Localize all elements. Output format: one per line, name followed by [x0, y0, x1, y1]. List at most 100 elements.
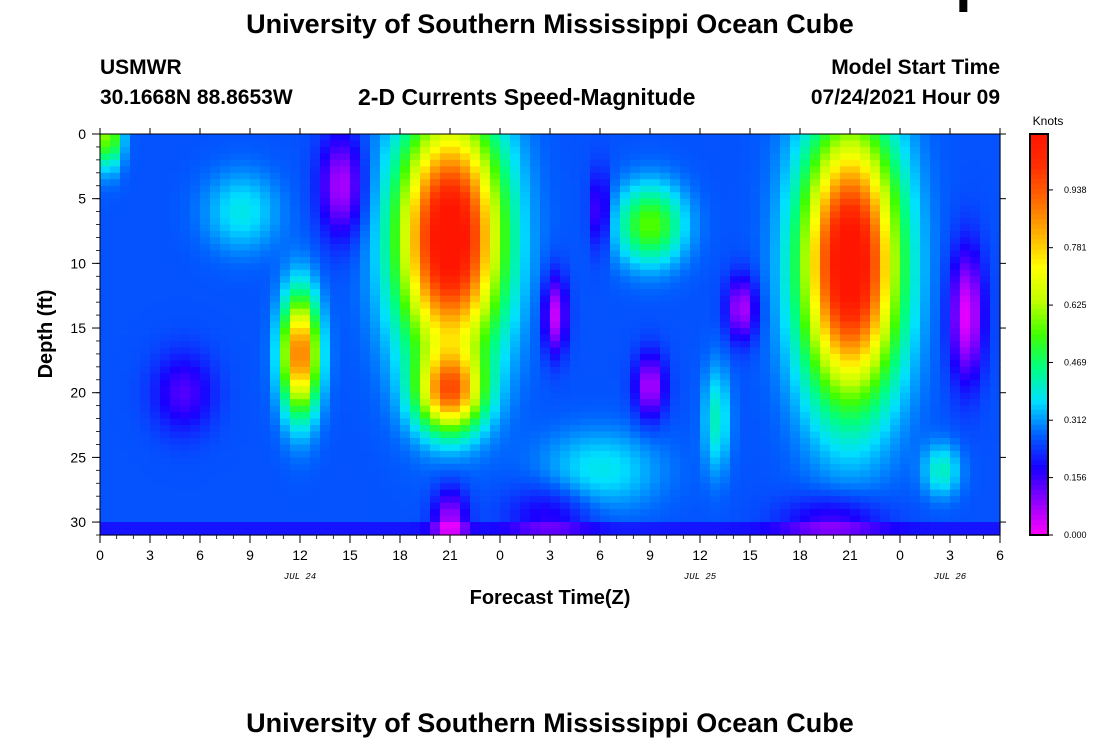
heatmap-cell	[960, 289, 971, 297]
heatmap-cell	[270, 295, 281, 303]
heatmap-cell	[610, 224, 621, 232]
heatmap-cell	[880, 282, 891, 290]
heatmap-cell	[150, 282, 161, 290]
heatmap-cell	[600, 192, 611, 200]
heatmap-cell	[780, 328, 791, 336]
heatmap-cell	[110, 282, 121, 290]
heatmap-cell	[480, 172, 491, 180]
heatmap-cell	[390, 205, 401, 213]
heatmap-cell	[820, 321, 831, 329]
heatmap-cell	[810, 205, 821, 213]
heatmap-cell	[800, 405, 811, 413]
heatmap-cell	[780, 334, 791, 342]
heatmap-cell	[380, 282, 391, 290]
heatmap-cell	[800, 256, 811, 264]
heatmap-cell	[100, 328, 111, 336]
heatmap-cell	[990, 134, 1001, 142]
heatmap-cell	[510, 224, 521, 232]
heatmap-cell	[550, 134, 561, 142]
heatmap-cell	[460, 146, 471, 155]
heatmap-cell	[570, 418, 581, 426]
heatmap-cell	[850, 353, 861, 361]
heatmap-cell	[770, 366, 781, 374]
heatmap-cell	[780, 205, 791, 213]
heatmap-cell	[390, 392, 401, 400]
heatmap-cell	[510, 315, 521, 323]
heatmap-cell	[110, 392, 121, 400]
heatmap-cell	[320, 457, 331, 465]
heatmap-cell	[780, 412, 791, 420]
heatmap-cell	[510, 166, 521, 174]
heatmap-cell	[240, 308, 251, 316]
heatmap-cell	[120, 399, 131, 407]
heatmap-cell	[850, 179, 861, 187]
heatmap-cell	[620, 457, 631, 465]
heatmap-cell	[240, 353, 251, 361]
heatmap-cell	[140, 483, 151, 491]
heatmap-cell	[110, 179, 121, 187]
heatmap-cell	[740, 347, 751, 355]
heatmap-cell	[230, 444, 241, 452]
heatmap-cell	[840, 302, 851, 310]
heatmap-cell	[120, 153, 131, 161]
heatmap-cell	[340, 140, 351, 148]
heatmap-cell	[460, 425, 471, 433]
heatmap-cell	[690, 431, 701, 439]
heatmap-cell	[290, 379, 301, 387]
heatmap-cell	[720, 237, 731, 245]
heatmap-cell	[320, 425, 331, 433]
heatmap-cell	[290, 392, 301, 400]
heatmap-cell	[840, 192, 851, 200]
heatmap-cell	[790, 243, 801, 252]
heatmap-cell	[110, 224, 121, 232]
heatmap-cell	[400, 308, 411, 316]
heatmap-cell	[840, 315, 851, 323]
heatmap-cell	[550, 146, 561, 155]
heatmap-cell	[530, 412, 541, 420]
heatmap-cell	[290, 328, 301, 336]
heatmap-cell	[310, 340, 321, 349]
heatmap-cell	[860, 431, 871, 439]
heatmap-cell	[910, 450, 921, 458]
heatmap-cell	[570, 185, 581, 193]
heatmap-cell	[760, 321, 771, 329]
heatmap-cell	[470, 425, 481, 433]
heatmap-cell	[910, 328, 921, 336]
heatmap-cell	[380, 185, 391, 193]
heatmap-cell	[710, 159, 721, 167]
heatmap-cell	[210, 418, 221, 426]
heatmap-cell	[930, 218, 941, 226]
heatmap-cell	[210, 179, 221, 187]
heatmap-cell	[480, 405, 491, 413]
heatmap-cell	[260, 418, 271, 426]
heatmap-cell	[920, 185, 931, 193]
heatmap-cell	[720, 224, 731, 232]
heatmap-cell	[630, 205, 641, 213]
heatmap-cell	[740, 483, 751, 491]
heatmap-cell	[120, 282, 131, 290]
heatmap-cell	[720, 276, 731, 284]
heatmap-cell	[360, 179, 371, 187]
heatmap-cell	[560, 179, 571, 187]
heatmap-cell	[900, 321, 911, 329]
heatmap-cell	[520, 302, 531, 310]
heatmap-cell	[480, 308, 491, 316]
heatmap-cell	[650, 159, 661, 167]
heatmap-cell	[430, 198, 441, 206]
heatmap-cell	[530, 450, 541, 458]
heatmap-cell	[920, 250, 931, 258]
heatmap-cell	[180, 353, 191, 361]
heatmap-cell	[770, 418, 781, 426]
heatmap-cell	[730, 347, 741, 355]
heatmap-cell	[110, 360, 121, 368]
heatmap-cell	[260, 437, 271, 446]
heatmap-cell	[730, 412, 741, 420]
heatmap-cell	[810, 347, 821, 355]
heatmap-cell	[160, 353, 171, 361]
heatmap-cell	[960, 373, 971, 381]
heatmap-cell	[460, 185, 471, 193]
heatmap-cell	[350, 463, 361, 471]
heatmap-cell	[220, 179, 231, 187]
heatmap-cell	[900, 334, 911, 342]
heatmap-cell	[170, 192, 181, 200]
